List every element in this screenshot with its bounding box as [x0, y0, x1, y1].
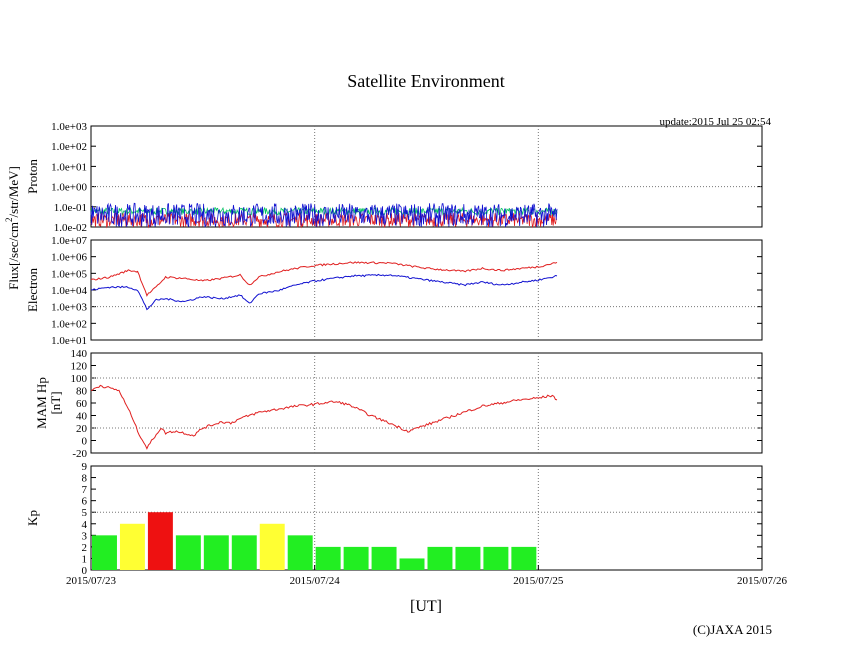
series-line-red	[90, 384, 558, 450]
kp-bar	[259, 523, 285, 570]
kp-bar	[175, 535, 201, 570]
y-tick-label: 9	[82, 461, 88, 473]
y-tick-label: 1.0e+07	[51, 235, 87, 247]
panel-frame-kp	[90, 465, 763, 571]
y-tick-label: 1.0e-01	[54, 202, 87, 214]
y-tick-label: 0	[82, 565, 88, 577]
y-tick-label: 1.0e+03	[51, 302, 87, 314]
panel-frame-proton	[90, 125, 763, 228]
y-tick-label: 1.0e+03	[51, 121, 87, 133]
y-tick-label: 1.0e+01	[51, 161, 87, 173]
y-tick-label: 2	[82, 542, 88, 554]
y-tick-label: 60	[76, 398, 88, 410]
kp-bar	[231, 535, 257, 570]
kp-bar	[511, 546, 537, 570]
series-line-blue	[91, 273, 558, 311]
kp-bar	[203, 535, 229, 570]
x-tick-label: 2015/07/25	[513, 575, 564, 587]
kp-bar	[455, 546, 481, 570]
y-tick-label: 140	[71, 348, 88, 360]
kp-bar	[119, 523, 145, 570]
y-tick-label: 40	[76, 411, 88, 423]
panel-frame-magnetometer	[90, 352, 763, 454]
kp-bar	[483, 546, 509, 570]
y-tick-label: 1.0e+05	[51, 268, 87, 280]
y-tick-label: 120	[71, 361, 88, 373]
x-axis-label: [UT]	[410, 598, 442, 615]
y-axis-label: Proton	[25, 159, 40, 194]
y-tick-label: 1.0e-02	[54, 222, 87, 234]
y-axis-label: Kp	[25, 510, 40, 526]
series-line-blue	[90, 202, 558, 228]
flux-axis-label: Flux[/sec/cm2/str/MeV]	[4, 166, 21, 290]
y-tick-label: 1.0e+04	[51, 285, 87, 297]
y-axis-label: MAM Hp	[34, 377, 49, 429]
kp-bar	[399, 558, 425, 570]
y-tick-label: 0	[82, 436, 88, 448]
update-stamp: update:2015 Jul 25 02:54	[659, 116, 771, 128]
series-line-red	[90, 261, 558, 297]
x-tick-label: 2015/07/24	[290, 575, 341, 587]
chart-title: Satellite Environment	[347, 71, 504, 91]
y-tick-label: 8	[82, 473, 88, 485]
y-tick-label: 4	[82, 519, 88, 531]
y-tick-label: 1.0e+06	[51, 252, 87, 264]
y-axis-label: Electron	[25, 267, 40, 312]
panel-frame-electron	[90, 239, 763, 341]
kp-bar	[427, 546, 453, 570]
copyright: (C)JAXA 2015	[693, 622, 772, 637]
kp-bar	[343, 546, 369, 570]
y-tick-label: 20	[76, 423, 88, 435]
kp-bar	[92, 535, 117, 570]
y-tick-label: 1	[82, 553, 88, 565]
x-tick-label: 2015/07/23	[66, 575, 117, 587]
y-tick-label: 6	[82, 496, 88, 508]
y-tick-label: 1.0e+01	[51, 335, 87, 347]
y-tick-label: -20	[72, 448, 87, 460]
y-tick-label: 5	[82, 507, 88, 519]
y-tick-label: 7	[82, 484, 88, 496]
kp-bar	[371, 546, 397, 570]
y-tick-label: 1.0e+02	[51, 318, 87, 330]
y-tick-label: 3	[82, 530, 88, 542]
kp-bar	[287, 535, 313, 570]
kp-bar	[147, 512, 173, 570]
y-tick-label: 100	[71, 373, 88, 385]
y-tick-label: 1.0e+02	[51, 141, 87, 153]
kp-bar	[315, 546, 341, 570]
y-tick-label: 1.0e+00	[51, 182, 87, 194]
y-tick-label: 80	[76, 386, 88, 398]
x-tick-label: 2015/07/26	[737, 575, 788, 587]
y-axis-label-unit: [nT]	[48, 391, 63, 414]
